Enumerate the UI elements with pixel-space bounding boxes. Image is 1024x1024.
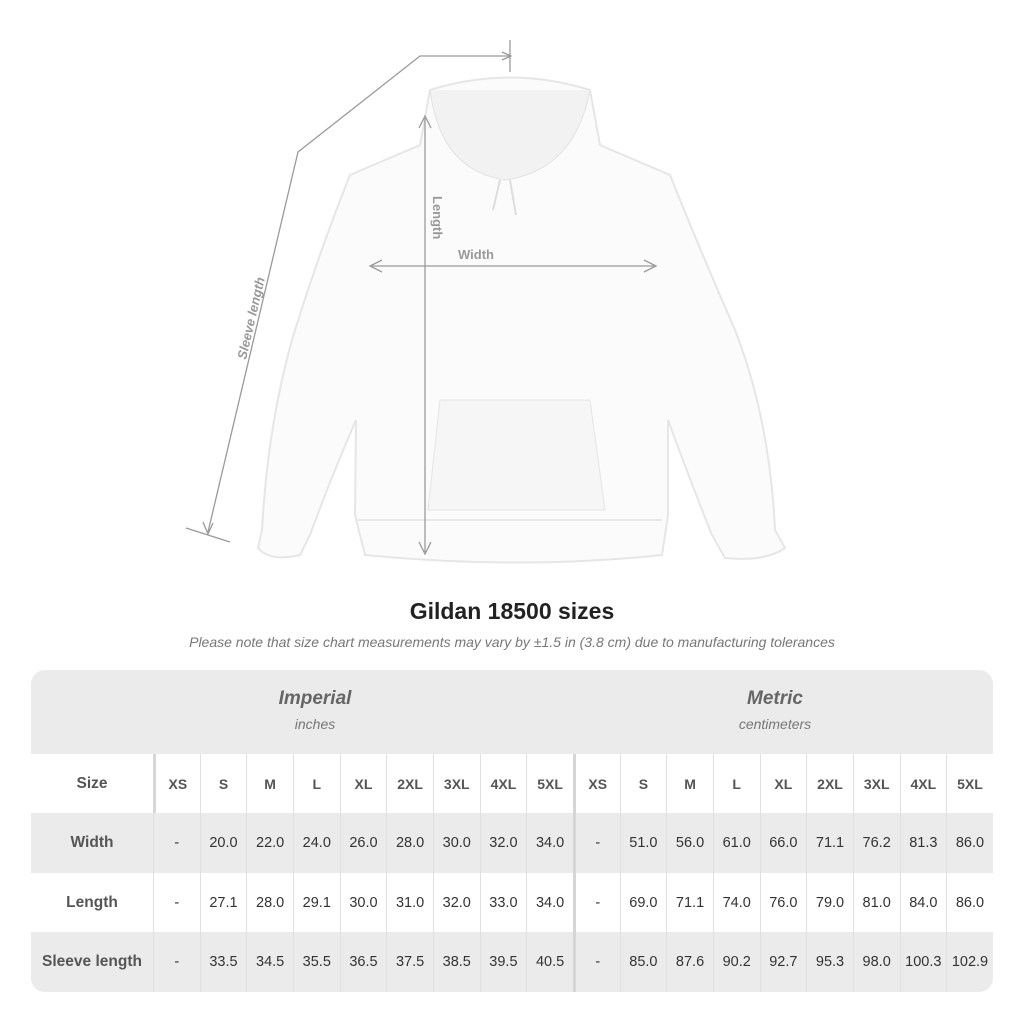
metric-value-cell: 84.0 xyxy=(899,873,947,932)
size-header-cell: 5XL xyxy=(946,754,993,813)
metric-value-cell: 51.0 xyxy=(619,813,667,873)
metric-value-cell: 98.0 xyxy=(852,932,900,992)
size-table: Imperial inches Metric centimeters Size X… xyxy=(31,670,993,992)
metric-unit: centimeters xyxy=(738,716,812,732)
metric-value-cell: 71.1 xyxy=(666,873,713,932)
imperial-value-cell: - xyxy=(153,873,200,932)
metric-value-cell: 81.3 xyxy=(899,813,947,873)
width-label: Width xyxy=(458,247,494,262)
metric-value-cell: 74.0 xyxy=(712,873,760,932)
length-label: Length xyxy=(430,196,445,239)
size-header-cell: XL xyxy=(339,754,387,813)
imperial-value-cell: 35.5 xyxy=(292,932,340,992)
metric-value-cell: 69.0 xyxy=(619,873,667,932)
measure-lines xyxy=(185,40,658,556)
size-header-cell: 2XL xyxy=(386,754,433,813)
imperial-value-cell: 40.5 xyxy=(526,932,573,992)
row-label: Length xyxy=(66,893,118,911)
imperial-value-cell: 33.0 xyxy=(479,873,527,932)
metric-value-cell: 86.0 xyxy=(946,873,993,932)
imperial-value-cell: 30.0 xyxy=(339,873,387,932)
size-header-cell: 3XL xyxy=(432,754,480,813)
metric-value-cell: - xyxy=(572,873,620,932)
imperial-value-cell: 34.0 xyxy=(526,813,573,873)
size-header-cell: 5XL xyxy=(526,754,573,813)
imperial-value-cell: 20.0 xyxy=(199,813,247,873)
metric-value-cell: - xyxy=(572,813,620,873)
metric-value-cell: 79.0 xyxy=(806,873,853,932)
size-header-cell: 4XL xyxy=(479,754,527,813)
imperial-value-cell: 39.5 xyxy=(479,932,527,992)
size-header-cell: S xyxy=(199,754,247,813)
table-row: Width -20.0 22.0 24.0 26.0 28.0 30.0 32.0 34.0-5… xyxy=(31,813,993,873)
imperial-unit: inches xyxy=(294,716,336,732)
imperial-value-cell: 30.0 xyxy=(432,813,480,873)
size-header-cell: XL xyxy=(759,754,807,813)
imperial-value-cell: 22.0 xyxy=(246,813,293,873)
size-header-cell: 3XL xyxy=(852,754,900,813)
table-row: Sleeve length -33.5 34.5 35.5 36.5 37.5 38.5 39… xyxy=(31,932,993,992)
table-row: Length -27.1 28.0 29.1 30.0 31.0 32.0 33.0 34.0-… xyxy=(31,873,993,932)
metric-value-cell: 100.3 xyxy=(899,932,947,992)
imperial-value-cell: 28.0 xyxy=(386,813,433,873)
metric-value-cell: 76.2 xyxy=(852,813,900,873)
imperial-title: Imperial xyxy=(278,688,352,709)
hoodie-illustration xyxy=(256,76,787,564)
metric-value-cell: 102.9 xyxy=(946,932,993,992)
imperial-value-cell: 28.0 xyxy=(246,873,293,932)
imperial-value-cell: 27.1 xyxy=(199,873,247,932)
tolerance-note: Please note that size chart measurements… xyxy=(189,634,835,650)
metric-value-cell: 66.0 xyxy=(759,813,807,873)
metric-header: Metric centimeters xyxy=(539,670,993,754)
size-header-cell: 2XL xyxy=(806,754,853,813)
metric-value-cell: 92.7 xyxy=(759,932,807,992)
metric-value-cell: 90.2 xyxy=(712,932,760,992)
imperial-value-cell: 37.5 xyxy=(386,932,433,992)
page-title: Gildan 18500 sizes xyxy=(409,598,615,624)
size-header-cell: M xyxy=(246,754,293,813)
imperial-value-cell: 24.0 xyxy=(292,813,340,873)
imperial-value-cell: 38.5 xyxy=(432,932,480,992)
imperial-value-cell: 32.0 xyxy=(479,813,527,873)
row-label: Sleeve length xyxy=(42,953,142,970)
size-header-cell: XS xyxy=(153,754,200,813)
imperial-value-cell: 34.0 xyxy=(526,873,573,932)
metric-value-cell: 87.6 xyxy=(666,932,713,992)
metric-value-cell: 95.3 xyxy=(806,932,853,992)
hoodie-diagram: Sleeve length Length Width xyxy=(185,40,787,564)
imperial-header: Imperial inches xyxy=(79,670,551,754)
imperial-value-cell: 26.0 xyxy=(339,813,387,873)
size-header-cell: S xyxy=(619,754,667,813)
imperial-value-cell: 34.5 xyxy=(246,932,293,992)
size-header-cell: 4XL xyxy=(899,754,947,813)
metric-value-cell: 76.0 xyxy=(759,873,807,932)
imperial-value-cell: 31.0 xyxy=(386,873,433,932)
metric-value-cell: 56.0 xyxy=(666,813,713,873)
imperial-value-cell: 32.0 xyxy=(432,873,480,932)
size-header-cell: L xyxy=(292,754,340,813)
row-label: Size xyxy=(76,774,108,792)
size-header-cell: XS xyxy=(572,754,620,813)
imperial-value-cell: - xyxy=(153,932,200,992)
imperial-value-cell: 29.1 xyxy=(292,873,340,932)
metric-value-cell: 85.0 xyxy=(619,932,667,992)
metric-value-cell: 86.0 xyxy=(946,813,993,873)
imperial-value-cell: - xyxy=(153,813,200,873)
metric-value-cell: 81.0 xyxy=(852,873,900,932)
size-header-cell: M xyxy=(666,754,713,813)
metric-title: Metric xyxy=(747,688,803,709)
sleeve-length-label: Sleeve length xyxy=(234,276,267,361)
metric-value-cell: - xyxy=(572,932,620,992)
size-header-cell: L xyxy=(712,754,760,813)
imperial-value-cell: 36.5 xyxy=(339,932,387,992)
row-label: Width xyxy=(70,834,114,851)
size-header-row: Size XS S M L XL 2XL 3XL 4XL 5XL XS S M L XL 2XL 3XL 4XL 5… xyxy=(31,754,993,813)
imperial-value-cell: 33.5 xyxy=(199,932,247,992)
metric-value-cell: 71.1 xyxy=(806,813,853,873)
metric-value-cell: 61.0 xyxy=(712,813,760,873)
